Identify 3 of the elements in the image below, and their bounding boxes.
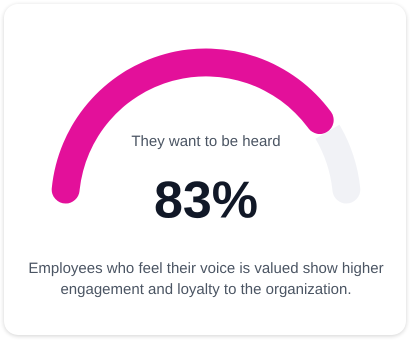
text: They want to be heard <box>130 133 282 150</box>
text: Employees who feel their voice is valued show higher engagement and loyalty to the organization. <box>27 259 385 300</box>
data-label: 83% <box>154 172 258 230</box>
